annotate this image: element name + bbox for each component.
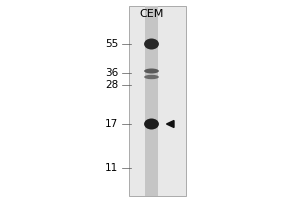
Text: CEM: CEM [139, 9, 164, 19]
Text: 28: 28 [105, 80, 119, 90]
Ellipse shape [144, 38, 159, 49]
Bar [129, 6, 186, 196]
Ellipse shape [144, 68, 159, 73]
Text: 17: 17 [105, 119, 119, 129]
Polygon shape [167, 120, 174, 128]
Text: 55: 55 [105, 39, 119, 49]
Bar [145, 6, 158, 196]
Ellipse shape [144, 118, 159, 130]
Text: 36: 36 [105, 68, 119, 78]
Ellipse shape [144, 75, 159, 79]
Text: 11: 11 [105, 163, 119, 173]
